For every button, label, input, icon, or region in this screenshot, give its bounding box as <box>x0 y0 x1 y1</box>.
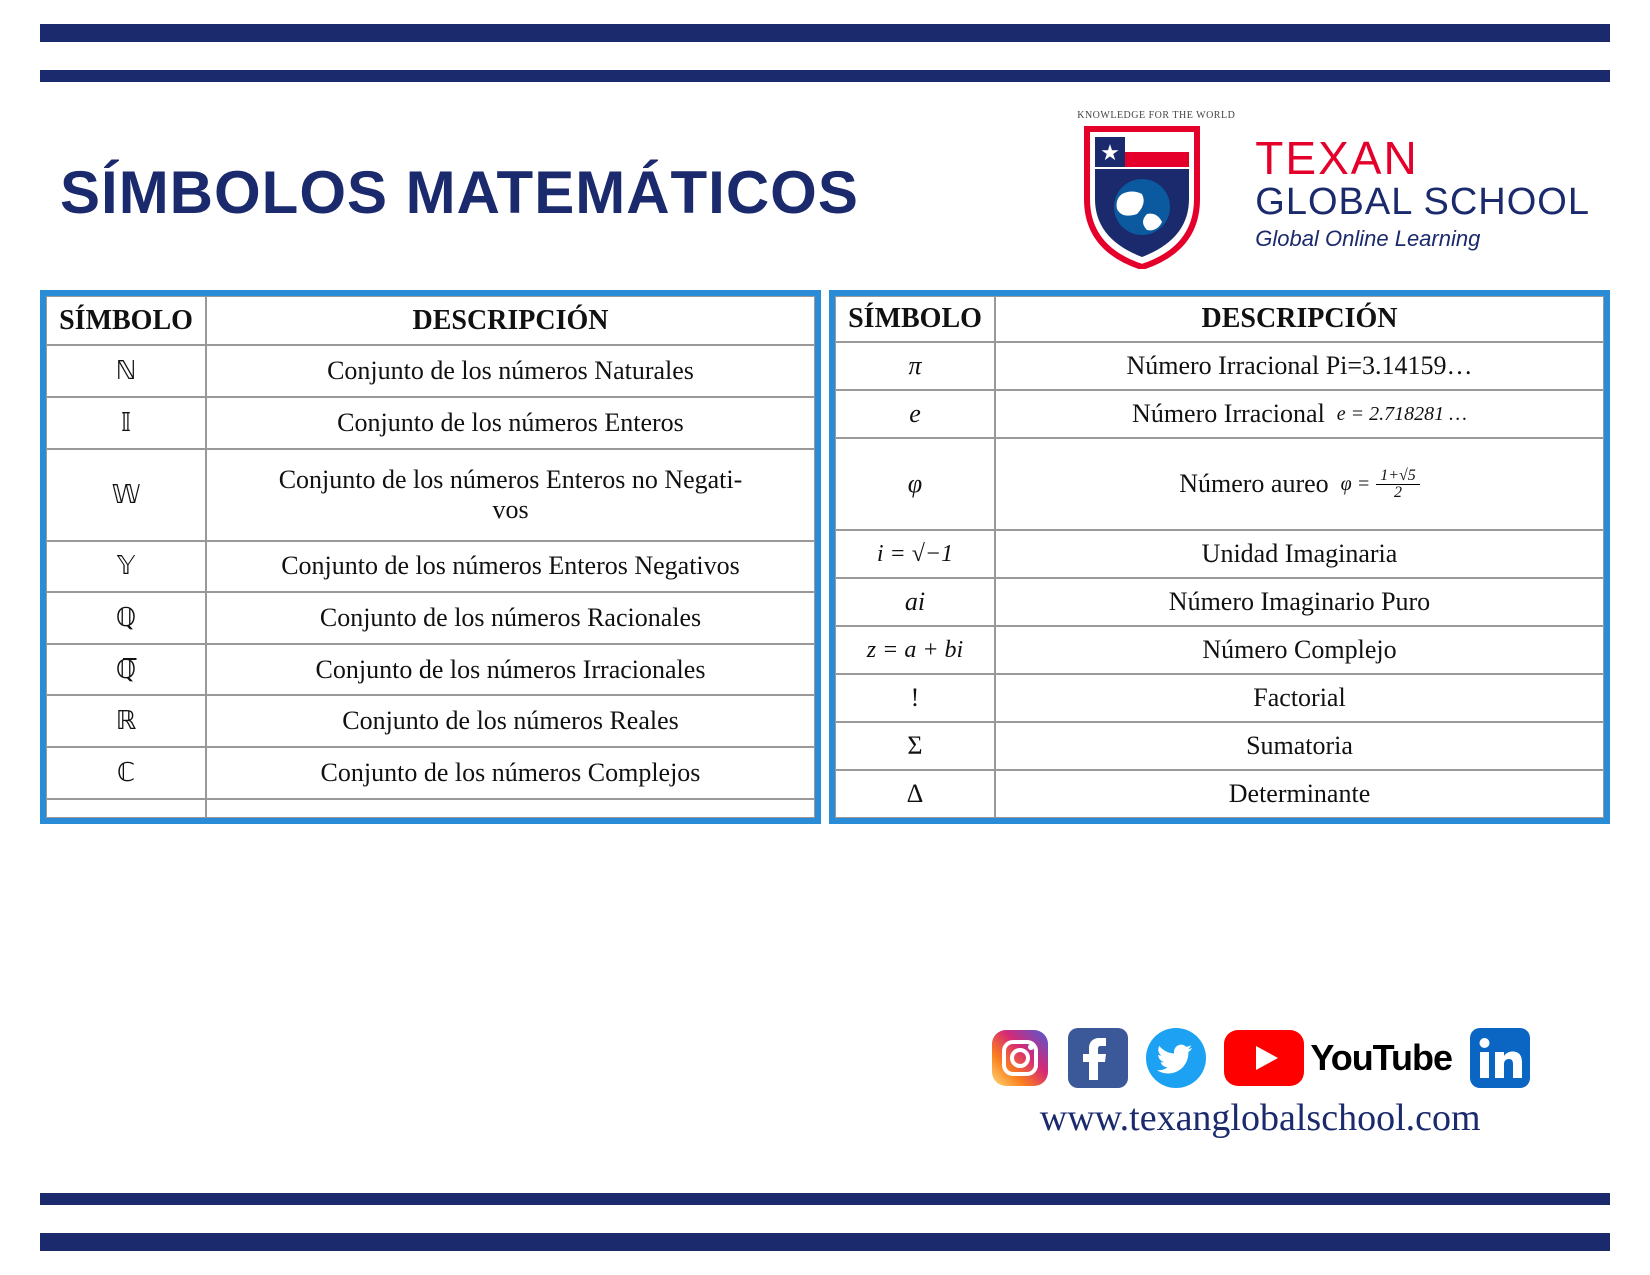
social-block: YouTube www.texanglobalschool.com <box>990 1028 1530 1140</box>
symbol-cell: ℝ <box>46 695 206 747</box>
logo-block: KNOWLEDGE FOR THE WORLD ★ TEXAN GLOBAL S… <box>1077 110 1590 274</box>
desc-formula: e = 2.718281 … <box>1337 403 1467 426</box>
tables-container: SÍMBOLO DESCRIPCIÓN ℕConjunto de los núm… <box>40 290 1610 824</box>
desc-cell: Número aureo φ = 1+√5 2 <box>995 438 1604 530</box>
symbol-cell: ℕ <box>46 345 206 397</box>
shield-icon: ★ <box>1077 119 1207 269</box>
fraction-numerator: 1+√5 <box>1376 468 1420 485</box>
page: SÍMBOLOS MATEMÁTICOS KNOWLEDGE FOR THE W… <box>0 0 1650 1275</box>
symbol-cell: e <box>835 390 995 438</box>
shield-logo: KNOWLEDGE FOR THE WORLD ★ <box>1077 110 1235 274</box>
youtube-label: YouTube <box>1310 1037 1452 1079</box>
bottom-bar-thick <box>40 1233 1610 1251</box>
desc-cell: Factorial <box>995 674 1604 722</box>
brand-line-3: Global Online Learning <box>1255 227 1590 250</box>
symbol-cell: 𝕎 <box>46 449 206 541</box>
table-row: 𝕀Conjunto de los números Enteros <box>46 397 815 449</box>
desc-cell: Número Complejo <box>995 626 1604 674</box>
table-row: e Número Irracional e = 2.718281 … <box>835 390 1604 438</box>
col-head-symbol: SÍMBOLO <box>46 296 206 345</box>
col-head-description: DESCRIPCIÓN <box>995 296 1604 342</box>
bottom-bar-thin <box>40 1193 1610 1205</box>
desc-cell: Determinante <box>995 770 1604 818</box>
desc-cell: Conjunto de los números Enteros no Negat… <box>206 449 815 541</box>
facebook-icon[interactable] <box>1068 1028 1128 1088</box>
symbol-cell: Δ <box>835 770 995 818</box>
symbol-cell: z = a + bi <box>835 626 995 674</box>
symbol-cell: ℂ <box>46 747 206 799</box>
table-row: ΣSumatoria <box>835 722 1604 770</box>
symbol-cell: 𝕐 <box>46 541 206 593</box>
desc-cell: Conjunto de los números Complejos <box>206 747 815 799</box>
symbol-cell: ai <box>835 578 995 626</box>
symbol-cell: ℚ̅ <box>46 644 206 696</box>
desc-cell: Sumatoria <box>995 722 1604 770</box>
svg-text:★: ★ <box>1100 140 1120 165</box>
desc-cell: Conjunto de los números Naturales <box>206 345 815 397</box>
desc-prefix: Número Irracional <box>1132 399 1325 429</box>
table-row: ℝConjunto de los números Reales <box>46 695 815 747</box>
top-bar-thin <box>40 70 1610 82</box>
symbol-cell: ! <box>835 674 995 722</box>
linkedin-icon[interactable] <box>1470 1028 1530 1088</box>
table-row: i = √−1Unidad Imaginaria <box>835 530 1604 578</box>
desc-prefix: Número aureo <box>1179 469 1328 499</box>
table-row: aiNúmero Imaginario Puro <box>835 578 1604 626</box>
symbol-cell: π <box>835 342 995 390</box>
brand-line-2: GLOBAL SCHOOL <box>1255 183 1590 223</box>
social-icons-row: YouTube <box>990 1028 1530 1088</box>
desc-cell: Número Imaginario Puro <box>995 578 1604 626</box>
table-row <box>46 799 815 818</box>
desc-cell: Conjunto de los números Enteros <box>206 397 815 449</box>
desc-cell <box>206 799 815 818</box>
table-row: πNúmero Irracional Pi=3.14159… <box>835 342 1604 390</box>
symbol-cell: 𝕀 <box>46 397 206 449</box>
table-row: !Factorial <box>835 674 1604 722</box>
table-row: z = a + biNúmero Complejo <box>835 626 1604 674</box>
desc-cell: Conjunto de los números Enteros Negativo… <box>206 541 815 593</box>
desc-cell: Unidad Imaginaria <box>995 530 1604 578</box>
symbol-cell: ℚ <box>46 592 206 644</box>
table-row: ℚ̅Conjunto de los números Irracionales <box>46 644 815 696</box>
top-bar-thick <box>40 24 1610 42</box>
table-header-row: SÍMBOLO DESCRIPCIÓN <box>46 296 815 345</box>
symbol-cell: i = √−1 <box>835 530 995 578</box>
youtube-icon[interactable]: YouTube <box>1224 1030 1452 1086</box>
table-row: ℕConjunto de los números Naturales <box>46 345 815 397</box>
website-url[interactable]: www.texanglobalschool.com <box>990 1096 1530 1140</box>
table-header-row: SÍMBOLO DESCRIPCIÓN <box>835 296 1604 342</box>
col-head-symbol: SÍMBOLO <box>835 296 995 342</box>
desc-cell: Número Irracional Pi=3.14159… <box>995 342 1604 390</box>
fraction-denominator: 2 <box>1390 485 1406 501</box>
table-row: ℚConjunto de los números Racionales <box>46 592 815 644</box>
desc-cell: Conjunto de los números Reales <box>206 695 815 747</box>
table-row: 𝕐Conjunto de los números Enteros Negativ… <box>46 541 815 593</box>
brand-text: TEXAN GLOBAL SCHOOL Global Online Learni… <box>1255 134 1590 249</box>
brand-line-1: TEXAN <box>1255 134 1590 182</box>
twitter-icon[interactable] <box>1146 1028 1206 1088</box>
desc-cell: Conjunto de los números Irracionales <box>206 644 815 696</box>
formula-lhs: φ = <box>1341 473 1371 496</box>
desc-cell: Conjunto de los números Racionales <box>206 592 815 644</box>
page-title: SÍMBOLOS MATEMÁTICOS <box>60 158 859 227</box>
instagram-icon[interactable] <box>990 1028 1050 1088</box>
symbols-table-left: SÍMBOLO DESCRIPCIÓN ℕConjunto de los núm… <box>40 290 821 824</box>
col-head-description: DESCRIPCIÓN <box>206 296 815 345</box>
fraction: 1+√5 2 <box>1376 468 1420 501</box>
symbols-table-right: SÍMBOLO DESCRIPCIÓN πNúmero Irracional P… <box>829 290 1610 824</box>
desc-formula: φ = 1+√5 2 <box>1341 468 1420 501</box>
table-row: 𝕎Conjunto de los números Enteros no Nega… <box>46 449 815 541</box>
header: SÍMBOLOS MATEMÁTICOS KNOWLEDGE FOR THE W… <box>60 110 1590 274</box>
symbol-cell <box>46 799 206 818</box>
desc-cell: Número Irracional e = 2.718281 … <box>995 390 1604 438</box>
symbol-cell: Σ <box>835 722 995 770</box>
table-row: ΔDeterminante <box>835 770 1604 818</box>
table-row: φ Número aureo φ = 1+√5 2 <box>835 438 1604 530</box>
symbol-cell: φ <box>835 438 995 530</box>
table-row: ℂConjunto de los números Complejos <box>46 747 815 799</box>
